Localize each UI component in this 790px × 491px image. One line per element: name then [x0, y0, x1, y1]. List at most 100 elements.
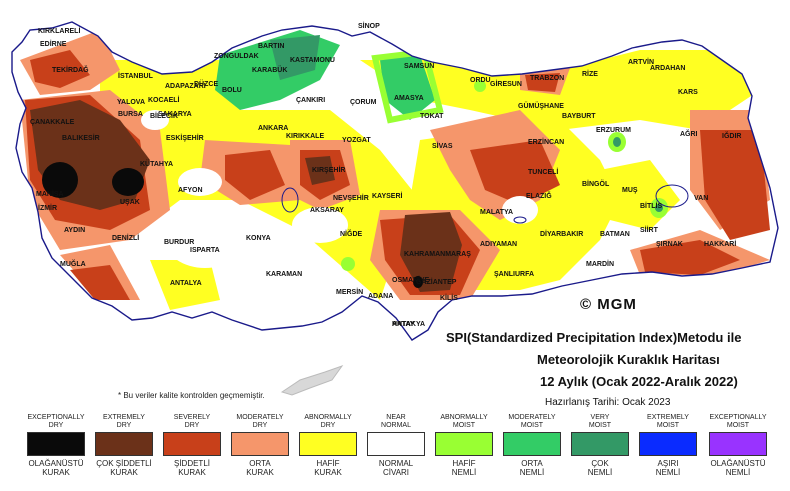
city-label: ZONGULDAK	[214, 53, 259, 60]
turkey-outline	[11, 21, 779, 341]
lake-van	[655, 184, 689, 208]
city-label: KİLİS	[440, 294, 458, 302]
city-label: İSTANBUL	[118, 72, 154, 80]
city-label: ADANA	[368, 293, 393, 300]
city-label: NİĞDE	[340, 229, 363, 238]
city-label: ERZİNCAN	[528, 138, 564, 146]
city-label: BATMAN	[600, 231, 630, 238]
city-label: OSMANİYE	[392, 276, 430, 284]
legend-label-en: EXCEPTIONALLY MOIST	[709, 414, 767, 429]
city-label: KIRŞEHİR	[312, 166, 345, 174]
city-label: BOLU	[222, 87, 242, 94]
map-title-line-3: 12 Aylık (Ocak 2022-Aralık 2022)	[540, 374, 738, 389]
city-label: AFYON	[178, 187, 203, 194]
city-label: ERZURUM	[596, 127, 631, 134]
city-label: BAYBURT	[562, 113, 596, 120]
legend-label-tr: HAFİF KURAK	[314, 459, 342, 477]
map-title-line-2: Meteorolojik Kuraklık Haritası	[537, 352, 720, 367]
legend-label-tr: ŞİDDETLİ KURAK	[173, 459, 210, 477]
city-label: IĞDIR	[722, 131, 741, 140]
city-label: MALATYA	[480, 209, 513, 216]
city-labels: KIRKLARELİ EDİRNE TEKİRDAĞ İSTANBUL ÇANAKKAL…	[30, 22, 741, 328]
city-label: YOZGAT	[342, 137, 371, 144]
legend-label-en: EXCEPTIONALLY DRY	[27, 414, 85, 429]
city-label: ÇORUM	[350, 99, 377, 106]
drought-map: KIRKLARELİ EDİRNE TEKİRDAĞ İSTANBUL ÇANAKKAL…	[11, 21, 779, 396]
city-label: KAYSERİ	[372, 192, 403, 200]
city-label: ŞANLIURFA	[494, 271, 534, 278]
legend-label-tr: NORMAL CİVARI	[378, 459, 414, 477]
city-label: EDİRNE	[40, 40, 67, 48]
city-label: NEVŞEHİR	[333, 194, 369, 202]
city-label: AYDIN	[64, 227, 85, 234]
legend-item: EXCEPTIONALLY MOIST OLAĞANÜSTÜ NEMLİ	[706, 414, 770, 477]
legend-swatch	[435, 432, 493, 456]
legend-label-en: SEVERELY DRY	[173, 414, 211, 429]
city-label: KOCAELİ	[148, 96, 180, 104]
legend-item: EXTREMELY MOIST AŞIRI NEMLİ	[636, 414, 700, 477]
lake-tuz	[281, 187, 299, 213]
legend-label-tr: ÇOK ŞİDDETLİ KURAK	[96, 459, 152, 477]
legend-label-en: MODERATELY MOIST	[508, 414, 556, 429]
city-label: KARS	[678, 89, 698, 96]
legend-label-en: ABNORMALLY DRY	[304, 414, 352, 429]
map-title-line-1: SPI(Standardized Precipitation Index)Met…	[446, 330, 742, 345]
city-label: MERSİN	[336, 288, 363, 296]
city-label: ANTALYA	[170, 280, 202, 287]
city-label: BURDUR	[164, 239, 194, 246]
city-label: TUNCELİ	[528, 168, 558, 176]
city-label: BURSA	[118, 111, 143, 118]
legend-label-tr: AŞIRI NEMLİ	[655, 459, 681, 477]
legend-swatch	[367, 432, 425, 456]
city-label: ÇANAKKALE	[30, 119, 75, 126]
city-label: KIRIKKALE	[286, 133, 324, 140]
city-label: AKSARAY	[310, 207, 344, 214]
city-label: ELAZIĞ	[526, 191, 552, 200]
legend-item: NEAR NORMAL NORMAL CİVARI	[364, 414, 428, 477]
city-label: GİRESUN	[490, 80, 522, 88]
city-label: BALIKESİR	[62, 134, 100, 142]
city-label: ŞIRNAK	[656, 241, 683, 248]
city-label: SİİRT	[640, 226, 659, 234]
city-label: UŞAK	[120, 199, 140, 206]
city-label: TOKAT	[420, 113, 444, 120]
legend-label-tr: OLAĞANÜSTÜ NEMLİ	[710, 459, 766, 477]
city-label: ANTAKYA	[392, 321, 425, 328]
legend-swatch	[571, 432, 629, 456]
preparation-date: Hazırlanış Tarihi: Ocak 2023	[545, 397, 671, 408]
legend: EXCEPTIONALLY DRY OLAĞANÜSTÜ KURAK EXTREME…	[0, 414, 790, 491]
city-label: ÇANKIRI	[296, 97, 325, 104]
city-label: GÜMÜŞHANE	[518, 101, 564, 110]
city-label: TRABZON	[530, 75, 564, 82]
city-label: HATAY	[392, 321, 415, 328]
legend-swatch	[639, 432, 697, 456]
legend-label-tr: ÇOK NEMLİ	[587, 459, 613, 477]
legend-item: VERY MOIST ÇOK NEMLİ	[568, 414, 632, 477]
legend-label-tr: OLAĞANÜSTÜ KURAK	[28, 459, 84, 477]
city-label: SİNOP	[358, 22, 380, 30]
legend-item: SEVERELY DRY ŞİDDETLİ KURAK	[160, 414, 224, 477]
city-label: BİLECİK	[150, 112, 178, 120]
city-label: ADAPAZARI	[165, 83, 206, 90]
city-label: BİNGÖL	[582, 179, 610, 188]
city-label: DÜZCE	[194, 79, 218, 88]
legend-swatch	[27, 432, 85, 456]
mgm-copyright: © MGM	[580, 296, 637, 313]
legend-item: EXCEPTIONALLY DRY OLAĞANÜSTÜ KURAK	[24, 414, 88, 477]
legend-label-tr: HAFİF NEMLİ	[451, 459, 477, 477]
city-label: BİTLİS	[640, 202, 662, 210]
city-label: MARDİN	[586, 260, 614, 268]
legend-swatch	[709, 432, 767, 456]
city-label: KARAMAN	[266, 271, 302, 278]
city-label: SAKARYA	[158, 111, 192, 118]
city-label: İZMİR	[38, 204, 57, 212]
legend-label-en: EXTREMELY MOIST	[647, 414, 689, 429]
lake-ataturk	[513, 216, 527, 224]
legend-swatch	[299, 432, 357, 456]
city-label: YALOVA	[117, 99, 145, 106]
city-label: KASTAMONU	[290, 57, 335, 64]
city-label: RİZE	[582, 70, 598, 78]
city-label: MUĞLA	[60, 259, 86, 268]
city-label: ANKARA	[258, 125, 288, 132]
city-label: AĞRI	[680, 129, 698, 138]
